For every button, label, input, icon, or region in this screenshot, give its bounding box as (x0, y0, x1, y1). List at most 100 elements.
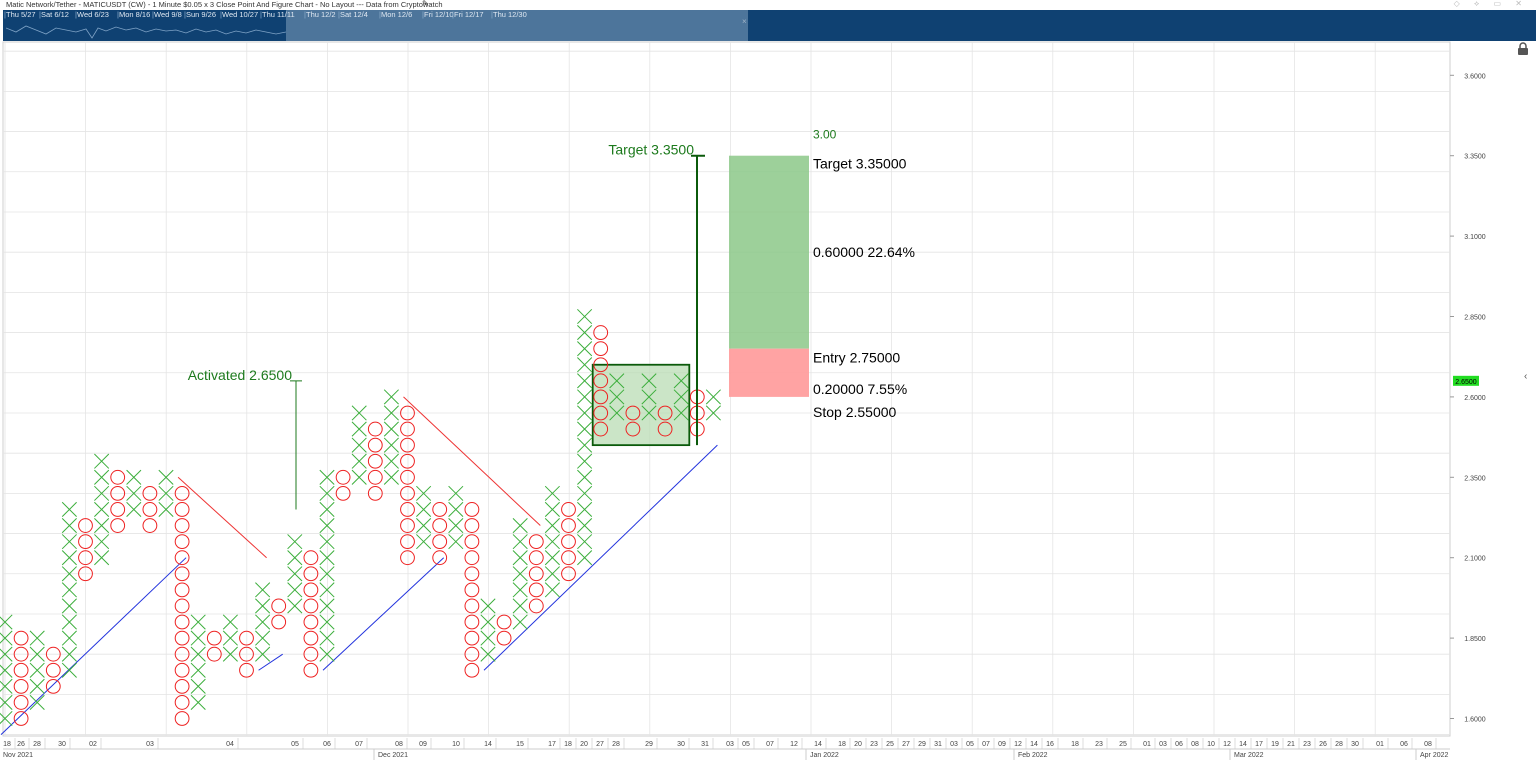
x-tick-label: 28 (1335, 741, 1343, 748)
x-mark (319, 630, 335, 646)
o-mark (593, 421, 609, 437)
lock-icon[interactable] (1516, 42, 1530, 56)
x-mark (94, 517, 110, 534)
x-mark (512, 614, 528, 630)
x-mark (29, 694, 45, 710)
o-column (110, 469, 126, 533)
x-mark (673, 373, 689, 389)
o-mark (657, 421, 673, 437)
x-tick-label: 23 (1095, 741, 1103, 748)
grid (3, 42, 1450, 736)
x-column (287, 534, 303, 614)
o-column (78, 518, 93, 582)
x-mark (0, 694, 13, 710)
navigator-date-label: Thu 12/2 (306, 10, 336, 19)
navigator-selection-window[interactable] (286, 10, 748, 41)
x-mark (480, 598, 496, 614)
navigator-date-label: Sat 6/12 (41, 10, 69, 19)
o-mark (303, 662, 319, 678)
o-mark (174, 566, 190, 582)
x-tick-label: 18 (564, 741, 572, 748)
x-mark (480, 614, 496, 630)
x-mark (158, 485, 174, 501)
x-tick-label: 08 (395, 741, 403, 748)
plot-area (2, 41, 1451, 737)
o-mark (174, 614, 190, 630)
x-mark (577, 325, 593, 341)
x-column (351, 405, 367, 485)
x-mark (577, 469, 593, 485)
current-price-marker (1453, 375, 1479, 386)
o-mark (496, 630, 512, 646)
x-tick-label: 31 (701, 741, 709, 748)
x-mark (319, 598, 335, 614)
x-tick-label: 14 (814, 741, 822, 748)
support-trendline (258, 653, 283, 671)
x-mark (577, 453, 593, 469)
x-tick-label: 23 (870, 741, 878, 748)
x-tick-label: 06 (1175, 741, 1183, 748)
close-icon[interactable]: × (742, 17, 747, 26)
o-mark (528, 550, 544, 566)
x-mark (0, 678, 13, 694)
x-column (544, 485, 560, 598)
o-mark (464, 598, 480, 614)
x-mark (94, 550, 110, 566)
x-mark (544, 534, 560, 550)
x-mark (319, 534, 335, 550)
o-mark (496, 614, 512, 630)
navigator-date-label: Mon 12/6 (381, 10, 413, 19)
o-column (400, 405, 415, 566)
x-mark (29, 630, 45, 646)
x-tick-label: 03 (726, 741, 734, 748)
x-tick-label: 17 (1255, 741, 1263, 748)
navigator-date-label: Wed 9/8 (154, 10, 182, 19)
x-mark (705, 405, 721, 421)
resistance-trendline (177, 476, 267, 559)
o-mark (335, 485, 351, 501)
x-mark (577, 501, 593, 518)
x-column (158, 469, 174, 518)
x-mark (61, 501, 77, 518)
chart-title: Matic Network/Tether - MATICUSDT (CW) - … (6, 0, 443, 9)
o-column (561, 502, 576, 582)
x-mark (577, 389, 593, 405)
target-projection-line (691, 154, 705, 446)
x-mark (61, 630, 77, 646)
y-tick-label: 3.3500 (1464, 154, 1486, 161)
x-tick-label: 29 (918, 741, 926, 748)
x-mark (319, 517, 335, 534)
x-mark (255, 614, 271, 630)
x-mark (319, 485, 335, 501)
window-controls[interactable]: ◇ ⟡ ▭ ✕ (1453, 0, 1528, 8)
x-tick-label: 06 (1400, 741, 1408, 748)
x-tick-label: 08 (1424, 741, 1432, 748)
x-column (416, 485, 432, 550)
o-mark (303, 630, 319, 646)
x-column (190, 614, 206, 710)
pencil-edit-icon[interactable]: ✎ (422, 0, 429, 8)
x-tick-label: 20 (854, 741, 862, 748)
time-navigator[interactable]: Thu 5/27 | Sat 6/12 | Wed 6/23 | Mon 8/16 | Wed … (3, 10, 1536, 41)
navigator-date-label: Wed 6/23 (77, 10, 109, 19)
o-mark (561, 502, 576, 517)
o-mark (174, 518, 190, 533)
x-mark (319, 566, 335, 582)
x-tick-label: 01 (1143, 741, 1151, 748)
x-mark (351, 421, 367, 437)
o-mark (432, 502, 448, 517)
o-mark (464, 662, 480, 678)
o-mark (78, 518, 93, 533)
chevron-left-icon[interactable]: ‹ (1524, 371, 1528, 382)
x-column (609, 373, 625, 421)
o-mark (78, 534, 93, 550)
x-mark (416, 485, 432, 501)
o-mark (335, 469, 351, 485)
o-mark (45, 646, 61, 662)
x-mark (416, 501, 432, 518)
o-mark (561, 518, 576, 533)
x-tick-label: 16 (1046, 741, 1054, 748)
pattern-box (591, 363, 691, 447)
o-mark (367, 453, 383, 469)
